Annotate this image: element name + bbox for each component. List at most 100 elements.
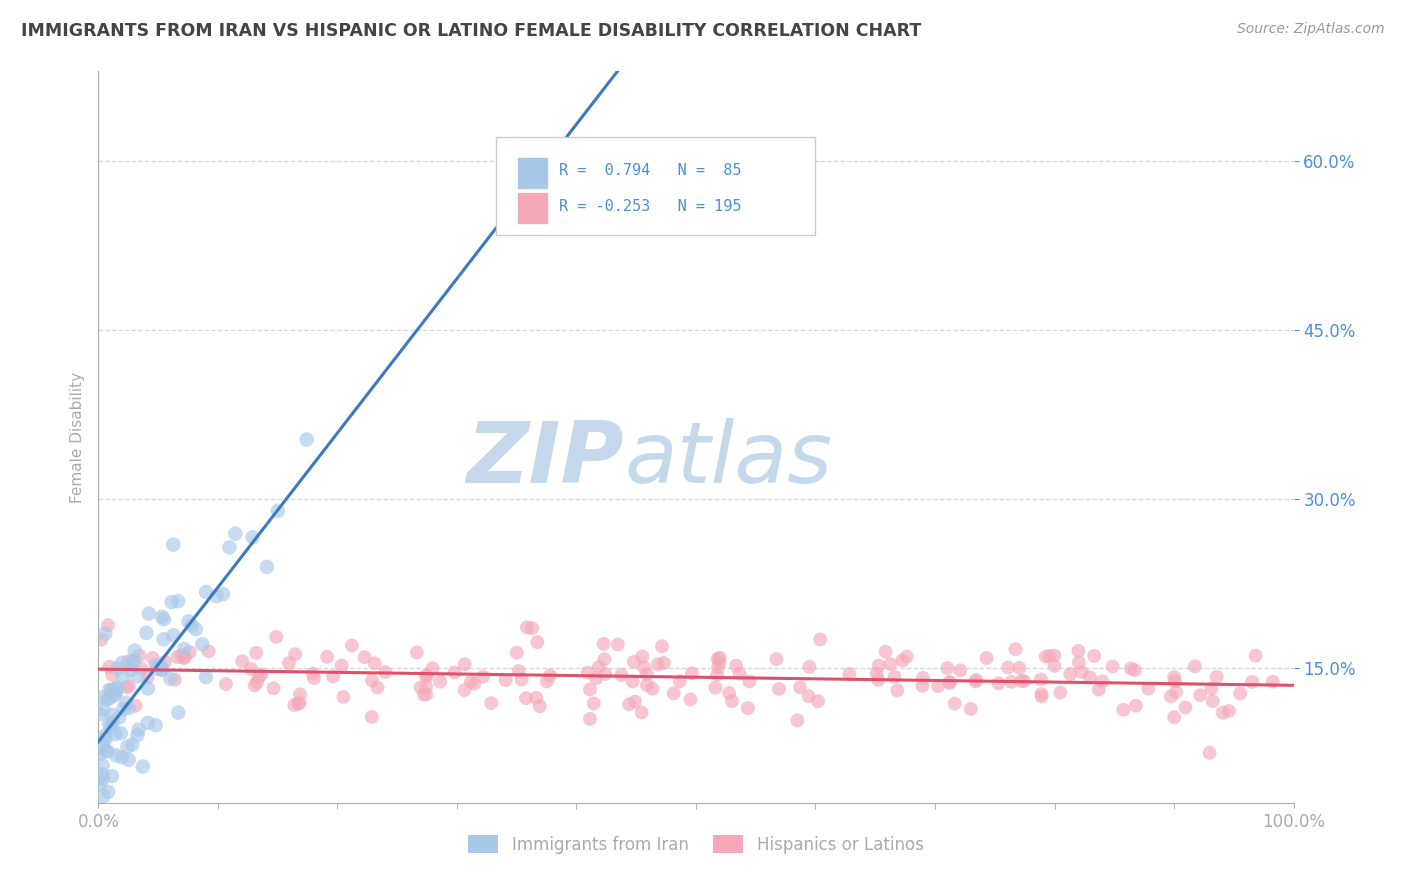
Point: [651, 639, 673, 653]
Point: [155, 655, 177, 669]
Point: [180, 618, 202, 632]
Point: [868, 658, 890, 673]
Point: [150, 609, 173, 624]
Point: [93, 703, 115, 717]
Point: [959, 702, 981, 716]
Point: [495, 673, 517, 687]
Point: [1043, 648, 1066, 663]
Point: [267, 504, 290, 518]
Point: [1202, 694, 1225, 708]
Point: [360, 710, 382, 724]
Point: [89, 747, 111, 762]
Point: [103, 689, 125, 703]
Point: [162, 538, 184, 552]
Point: [789, 680, 811, 694]
Point: [91, 690, 114, 705]
Point: [152, 632, 174, 647]
Point: [1010, 673, 1032, 688]
Point: [949, 664, 972, 678]
Point: [91, 789, 114, 804]
Point: [633, 660, 655, 674]
Point: [911, 679, 934, 693]
Point: [112, 702, 135, 716]
Point: [100, 720, 122, 734]
Point: [115, 680, 138, 694]
Point: [718, 686, 741, 700]
Point: [152, 663, 174, 677]
Point: [195, 585, 218, 599]
Point: [128, 723, 150, 737]
Point: [167, 706, 190, 720]
Point: [160, 595, 183, 609]
Point: [194, 670, 217, 684]
Point: [1078, 670, 1101, 684]
Point: [799, 660, 821, 674]
Point: [868, 673, 890, 687]
Point: [725, 658, 748, 673]
Point: [838, 667, 860, 681]
Point: [706, 652, 728, 666]
Point: [96, 692, 118, 706]
Point: [170, 648, 193, 662]
Point: [707, 660, 730, 674]
Point: [98, 682, 121, 697]
Point: [124, 643, 146, 657]
Point: [1163, 674, 1185, 689]
Point: [191, 637, 214, 651]
Point: [891, 653, 914, 667]
Point: [153, 612, 176, 626]
Point: [110, 726, 132, 740]
Point: [429, 674, 451, 689]
Point: [1059, 667, 1081, 681]
Point: [886, 683, 908, 698]
Point: [90, 632, 112, 647]
Point: [138, 607, 160, 621]
Point: [132, 759, 155, 773]
Point: [105, 686, 128, 700]
Point: [721, 694, 744, 708]
Point: [515, 691, 537, 706]
Point: [91, 739, 114, 753]
Point: [184, 622, 207, 636]
Point: [621, 674, 644, 689]
Point: [231, 654, 253, 668]
Point: [108, 710, 131, 724]
Point: [679, 692, 702, 706]
Point: [506, 646, 529, 660]
Point: [460, 674, 482, 689]
Point: [520, 621, 543, 635]
Point: [875, 645, 897, 659]
Point: [1043, 658, 1066, 673]
Point: [91, 767, 114, 781]
Point: [212, 587, 235, 601]
Point: [1012, 674, 1035, 689]
Point: [1244, 648, 1267, 663]
Point: [582, 697, 605, 711]
Point: [197, 644, 219, 658]
Point: [709, 650, 731, 665]
Point: [1184, 659, 1206, 673]
Point: [122, 653, 145, 667]
Point: [416, 669, 439, 683]
Point: [287, 697, 309, 711]
Point: [112, 669, 135, 683]
Point: [1091, 674, 1114, 689]
Point: [592, 637, 614, 651]
Point: [965, 673, 987, 687]
Point: [709, 655, 731, 669]
Point: [865, 666, 887, 681]
Point: [245, 646, 267, 660]
Point: [976, 651, 998, 665]
Point: [256, 560, 278, 574]
Point: [101, 683, 124, 698]
Text: IMMIGRANTS FROM IRAN VS HISPANIC OR LATINO FEMALE DISABILITY CORRELATION CHART: IMMIGRANTS FROM IRAN VS HISPANIC OR LATI…: [21, 22, 921, 40]
Point: [150, 663, 173, 677]
Point: [118, 679, 141, 693]
Point: [250, 667, 273, 681]
Point: [936, 661, 959, 675]
Text: R = -0.253   N = 195: R = -0.253 N = 195: [560, 199, 741, 214]
Point: [361, 673, 384, 688]
Point: [288, 687, 311, 701]
Point: [422, 661, 444, 675]
Point: [510, 673, 533, 687]
